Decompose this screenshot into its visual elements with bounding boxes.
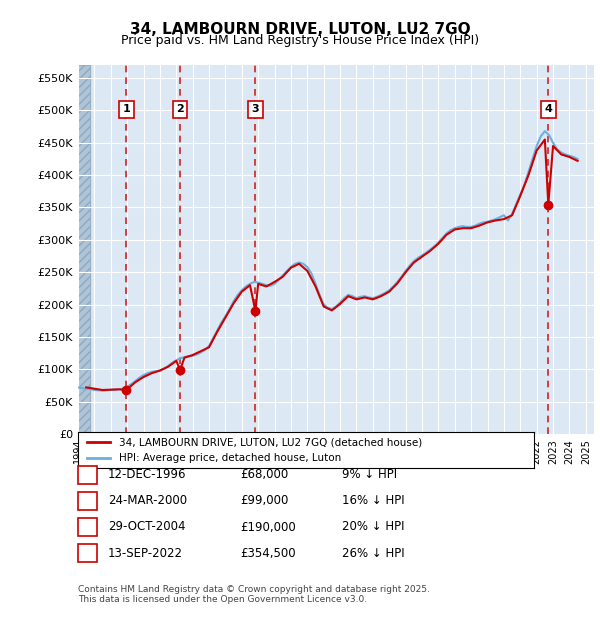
Text: 1: 1 xyxy=(122,104,130,114)
Text: 34, LAMBOURN DRIVE, LUTON, LU2 7GQ: 34, LAMBOURN DRIVE, LUTON, LU2 7GQ xyxy=(130,22,470,37)
Text: 1: 1 xyxy=(84,470,91,480)
Text: 16% ↓ HPI: 16% ↓ HPI xyxy=(342,495,404,507)
Text: 12-DEC-1996: 12-DEC-1996 xyxy=(108,469,187,481)
Text: £68,000: £68,000 xyxy=(240,469,288,481)
Text: 3: 3 xyxy=(84,522,91,532)
Text: £354,500: £354,500 xyxy=(240,547,296,559)
Text: Price paid vs. HM Land Registry's House Price Index (HPI): Price paid vs. HM Land Registry's House … xyxy=(121,34,479,47)
Text: Contains HM Land Registry data © Crown copyright and database right 2025.
This d: Contains HM Land Registry data © Crown c… xyxy=(78,585,430,604)
Text: 13-SEP-2022: 13-SEP-2022 xyxy=(108,547,183,559)
Text: 2: 2 xyxy=(84,496,91,506)
Bar xyxy=(78,65,90,434)
Text: 2: 2 xyxy=(176,104,184,114)
Text: 29-OCT-2004: 29-OCT-2004 xyxy=(108,521,185,533)
Text: 3: 3 xyxy=(251,104,259,114)
Bar xyxy=(78,65,90,434)
Text: 26% ↓ HPI: 26% ↓ HPI xyxy=(342,547,404,559)
Text: £190,000: £190,000 xyxy=(240,521,296,533)
Text: 34, LAMBOURN DRIVE, LUTON, LU2 7GQ (detached house): 34, LAMBOURN DRIVE, LUTON, LU2 7GQ (deta… xyxy=(119,437,422,447)
Text: 9% ↓ HPI: 9% ↓ HPI xyxy=(342,469,397,481)
Text: 20% ↓ HPI: 20% ↓ HPI xyxy=(342,521,404,533)
Text: 24-MAR-2000: 24-MAR-2000 xyxy=(108,495,187,507)
Text: 4: 4 xyxy=(83,548,92,558)
Text: 4: 4 xyxy=(544,104,552,114)
Text: £99,000: £99,000 xyxy=(240,495,289,507)
Text: HPI: Average price, detached house, Luton: HPI: Average price, detached house, Luto… xyxy=(119,453,341,463)
